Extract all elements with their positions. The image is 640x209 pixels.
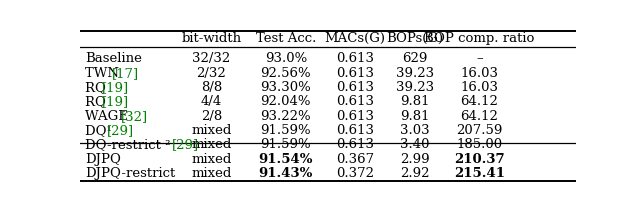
Text: BOPs(G): BOPs(G) bbox=[386, 32, 444, 45]
Text: mixed: mixed bbox=[191, 138, 232, 151]
Text: 0.613: 0.613 bbox=[336, 95, 374, 108]
Text: 0.613: 0.613 bbox=[336, 124, 374, 137]
Text: 0.613: 0.613 bbox=[336, 67, 374, 80]
Text: 2/32: 2/32 bbox=[196, 67, 227, 80]
Text: [19]: [19] bbox=[102, 95, 129, 108]
Text: 16.03: 16.03 bbox=[460, 67, 499, 80]
Text: 91.59%: 91.59% bbox=[260, 138, 311, 151]
Text: 32/32: 32/32 bbox=[192, 52, 230, 65]
Text: 91.59%: 91.59% bbox=[260, 124, 311, 137]
Text: mixed: mixed bbox=[191, 124, 232, 137]
Text: mixed: mixed bbox=[191, 167, 232, 180]
Text: –: – bbox=[476, 52, 483, 65]
Text: DQ-restrict ²: DQ-restrict ² bbox=[85, 138, 175, 151]
Text: 93.0%: 93.0% bbox=[265, 52, 307, 65]
Text: DJPQ: DJPQ bbox=[85, 153, 121, 166]
Text: 629: 629 bbox=[402, 52, 428, 65]
Text: 8/8: 8/8 bbox=[201, 81, 222, 94]
Text: WAGE: WAGE bbox=[85, 110, 132, 123]
Text: 0.613: 0.613 bbox=[336, 110, 374, 123]
Text: mixed: mixed bbox=[191, 153, 232, 166]
Text: 0.372: 0.372 bbox=[336, 167, 374, 180]
Text: 0.613: 0.613 bbox=[336, 81, 374, 94]
Text: 3.40: 3.40 bbox=[400, 138, 429, 151]
Text: DQ¹: DQ¹ bbox=[85, 124, 116, 137]
Text: 0.613: 0.613 bbox=[336, 138, 374, 151]
Text: 39.23: 39.23 bbox=[396, 67, 434, 80]
Text: [29]: [29] bbox=[172, 138, 199, 151]
Text: DJPQ-restrict: DJPQ-restrict bbox=[85, 167, 175, 180]
Text: 210.37: 210.37 bbox=[454, 153, 504, 166]
Text: 215.41: 215.41 bbox=[454, 167, 505, 180]
Text: [29]: [29] bbox=[108, 124, 134, 137]
Text: 64.12: 64.12 bbox=[460, 110, 498, 123]
Text: 2.99: 2.99 bbox=[400, 153, 429, 166]
Text: Baseline: Baseline bbox=[85, 52, 142, 65]
Text: 92.04%: 92.04% bbox=[260, 95, 311, 108]
Text: 91.54%: 91.54% bbox=[259, 153, 313, 166]
Text: 16.03: 16.03 bbox=[460, 81, 499, 94]
Text: 2.92: 2.92 bbox=[400, 167, 429, 180]
Text: BOP comp. ratio: BOP comp. ratio bbox=[424, 32, 534, 45]
Text: [17]: [17] bbox=[112, 67, 140, 80]
Text: 91.43%: 91.43% bbox=[259, 167, 313, 180]
Text: 3.03: 3.03 bbox=[400, 124, 429, 137]
Text: 9.81: 9.81 bbox=[400, 110, 429, 123]
Text: 2/8: 2/8 bbox=[201, 110, 222, 123]
Text: 64.12: 64.12 bbox=[460, 95, 498, 108]
Text: 0.613: 0.613 bbox=[336, 52, 374, 65]
Text: RQ: RQ bbox=[85, 95, 110, 108]
Text: Test Acc.: Test Acc. bbox=[255, 32, 316, 45]
Text: TWN: TWN bbox=[85, 67, 124, 80]
Text: 93.22%: 93.22% bbox=[260, 110, 311, 123]
Text: 207.59: 207.59 bbox=[456, 124, 502, 137]
Text: 93.30%: 93.30% bbox=[260, 81, 311, 94]
Text: RQ: RQ bbox=[85, 81, 110, 94]
Text: [32]: [32] bbox=[121, 110, 148, 123]
Text: 9.81: 9.81 bbox=[400, 95, 429, 108]
Text: MACs(G): MACs(G) bbox=[324, 32, 386, 45]
Text: 4/4: 4/4 bbox=[201, 95, 222, 108]
Text: 185.00: 185.00 bbox=[456, 138, 502, 151]
Text: 39.23: 39.23 bbox=[396, 81, 434, 94]
Text: bit-width: bit-width bbox=[181, 32, 241, 45]
Text: [19]: [19] bbox=[102, 81, 129, 94]
Text: 0.367: 0.367 bbox=[336, 153, 374, 166]
Text: 92.56%: 92.56% bbox=[260, 67, 311, 80]
